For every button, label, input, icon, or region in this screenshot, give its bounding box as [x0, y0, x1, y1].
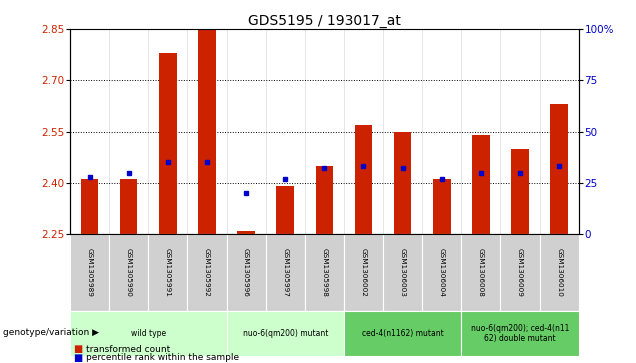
Bar: [315, 166, 333, 234]
Bar: [305, 234, 344, 311]
Bar: [70, 311, 226, 356]
Text: wild type: wild type: [130, 329, 166, 338]
Text: GSM1305998: GSM1305998: [321, 248, 328, 297]
Text: transformed count: transformed count: [86, 345, 170, 354]
Text: GSM1305992: GSM1305992: [204, 248, 210, 297]
Bar: [188, 234, 226, 311]
Bar: [461, 234, 501, 311]
Bar: [550, 104, 568, 234]
Bar: [394, 131, 411, 234]
Text: percentile rank within the sample: percentile rank within the sample: [86, 353, 239, 362]
Title: GDS5195 / 193017_at: GDS5195 / 193017_at: [248, 14, 401, 28]
Bar: [266, 234, 305, 311]
Text: GSM1305991: GSM1305991: [165, 248, 171, 297]
Text: nuo-6(qm200); ced-4(n11
62) double mutant: nuo-6(qm200); ced-4(n11 62) double mutan…: [471, 324, 569, 343]
Text: GSM1305990: GSM1305990: [126, 248, 132, 297]
Text: ■: ■: [73, 344, 83, 354]
Text: GSM1305996: GSM1305996: [243, 248, 249, 297]
Bar: [433, 179, 450, 234]
Text: GSM1305997: GSM1305997: [282, 248, 288, 297]
Bar: [70, 234, 109, 311]
Bar: [120, 179, 137, 234]
Bar: [344, 234, 383, 311]
Text: GSM1306002: GSM1306002: [361, 248, 366, 297]
Bar: [461, 311, 579, 356]
Bar: [237, 231, 255, 234]
Text: nuo-6(qm200) mutant: nuo-6(qm200) mutant: [242, 329, 328, 338]
Bar: [344, 311, 461, 356]
Text: GSM1306009: GSM1306009: [517, 248, 523, 297]
Bar: [422, 234, 461, 311]
Bar: [198, 29, 216, 234]
Bar: [226, 311, 344, 356]
Bar: [277, 186, 294, 234]
Bar: [81, 179, 99, 234]
Text: GSM1306008: GSM1306008: [478, 248, 484, 297]
Bar: [511, 148, 529, 234]
Bar: [226, 234, 266, 311]
Text: GSM1306003: GSM1306003: [399, 248, 406, 297]
Bar: [109, 234, 148, 311]
Bar: [472, 135, 490, 234]
Bar: [383, 234, 422, 311]
Text: genotype/variation ▶: genotype/variation ▶: [3, 328, 99, 337]
Text: ced-4(n1162) mutant: ced-4(n1162) mutant: [362, 329, 443, 338]
Bar: [539, 234, 579, 311]
Text: GSM1306004: GSM1306004: [439, 248, 445, 297]
Text: GSM1306010: GSM1306010: [556, 248, 562, 297]
Bar: [355, 125, 372, 234]
Bar: [159, 53, 177, 234]
Bar: [148, 234, 188, 311]
Bar: [501, 234, 539, 311]
Text: GSM1305989: GSM1305989: [86, 248, 92, 297]
Text: ■: ■: [73, 352, 83, 363]
